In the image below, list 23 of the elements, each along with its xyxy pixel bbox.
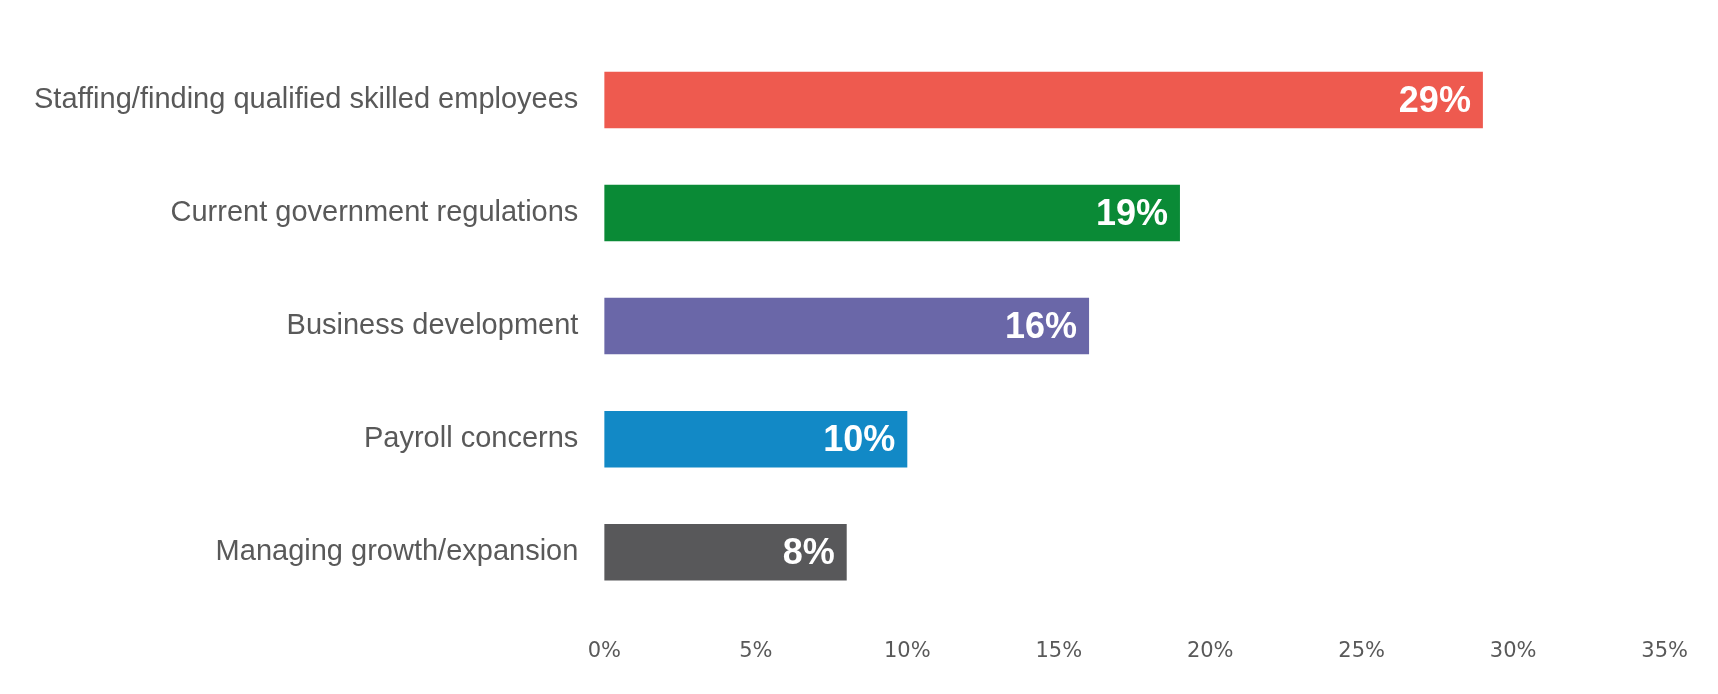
data-label: 8% bbox=[782, 531, 835, 573]
x-tick-label: 30% bbox=[1489, 637, 1537, 662]
y-tick-label: Managing growth/expansion bbox=[215, 534, 579, 567]
y-tick-label: Current government regulations bbox=[170, 195, 579, 228]
bar bbox=[604, 410, 908, 468]
x-tick-label: 25% bbox=[1338, 637, 1386, 662]
data-label: 16% bbox=[1005, 305, 1078, 347]
data-label: 10% bbox=[823, 418, 896, 460]
y-tick-label: Business development bbox=[286, 308, 579, 341]
y-tick-label: Payroll concerns bbox=[363, 421, 579, 454]
bar bbox=[604, 297, 1090, 355]
x-tick-label: 15% bbox=[1035, 637, 1083, 662]
data-label: 29% bbox=[1398, 78, 1471, 120]
y-tick-label: Staffing/finding qualified skilled employees bbox=[34, 81, 579, 114]
x-tick-label: 20% bbox=[1186, 637, 1234, 662]
x-tick-label: 5% bbox=[739, 637, 773, 662]
bar bbox=[604, 184, 1180, 242]
data-label: 19% bbox=[1095, 191, 1168, 233]
bar bbox=[604, 71, 1483, 129]
x-tick-label: 0% bbox=[587, 637, 622, 662]
x-tick-label: 35% bbox=[1641, 637, 1689, 662]
x-tick-label: 10% bbox=[883, 637, 931, 662]
bar bbox=[604, 523, 847, 581]
